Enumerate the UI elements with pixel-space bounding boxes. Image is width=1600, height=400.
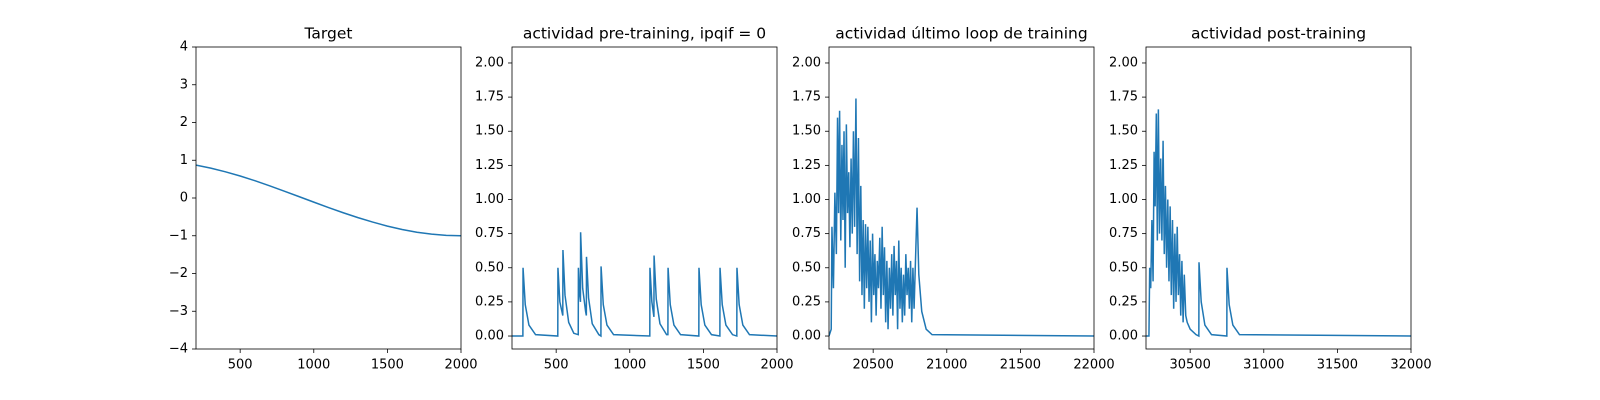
- y-tick-label: −4: [169, 342, 188, 357]
- axes-frame: [828, 46, 1095, 350]
- data-line: [829, 98, 1094, 337]
- data-line: [512, 232, 777, 338]
- x-tick-label: 1500: [371, 358, 404, 373]
- y-tick-label: 0.75: [475, 226, 504, 241]
- axes-frame: [1145, 46, 1412, 350]
- y-tick-label: 1.50: [1109, 124, 1138, 139]
- axes-frame: [195, 46, 462, 350]
- x-tick-label: 1000: [297, 358, 330, 373]
- y-tick-label: 2.00: [475, 55, 504, 70]
- y-tick-label: 1.50: [475, 124, 504, 139]
- y-tick-label: 0.00: [475, 329, 504, 344]
- x-tick-label: 1000: [613, 358, 646, 373]
- subplot-title: actividad último loop de training: [835, 25, 1087, 43]
- axes-frame: [511, 46, 778, 350]
- x-tick-label: 2000: [444, 358, 477, 373]
- y-tick-label: 1.00: [792, 192, 821, 207]
- y-tick-label: 0.00: [1109, 329, 1138, 344]
- y-tick-label: 1.25: [1109, 158, 1138, 173]
- y-tick-label: 0: [180, 191, 188, 206]
- x-tick-label: 500: [544, 358, 569, 373]
- y-tick-label: 1.75: [475, 90, 504, 105]
- y-tick-label: 1.75: [1109, 90, 1138, 105]
- x-tick-label: 30500: [1169, 358, 1210, 373]
- x-tick-label: 500: [228, 358, 253, 373]
- x-tick-label: 1500: [687, 358, 720, 373]
- x-tick-label: 2000: [760, 358, 793, 373]
- y-tick-label: 2.00: [792, 55, 821, 70]
- y-tick-label: 4: [180, 40, 188, 55]
- y-tick-label: 1.50: [792, 124, 821, 139]
- y-tick-label: 0.25: [792, 294, 821, 309]
- subplot-title: actividad pre-training, ipqif = 0: [523, 25, 766, 43]
- x-tick-label: 32000: [1390, 358, 1431, 373]
- y-tick-label: 0.50: [1109, 260, 1138, 275]
- y-tick-label: −2: [169, 266, 188, 281]
- x-tick-label: 22000: [1073, 358, 1114, 373]
- y-tick-label: 1.25: [792, 158, 821, 173]
- x-tick-label: 21000: [926, 358, 967, 373]
- y-tick-label: 0.25: [1109, 294, 1138, 309]
- y-tick-label: 0.75: [1109, 226, 1138, 241]
- y-tick-label: 0.50: [475, 260, 504, 275]
- x-tick-label: 21500: [1000, 358, 1041, 373]
- y-tick-label: 1: [180, 153, 188, 168]
- y-tick-label: 0.50: [792, 260, 821, 275]
- y-tick-label: 0.75: [792, 226, 821, 241]
- y-tick-label: 0.25: [475, 294, 504, 309]
- x-tick-label: 20500: [852, 358, 893, 373]
- y-tick-label: 2.00: [1109, 55, 1138, 70]
- y-tick-label: 1.75: [792, 90, 821, 105]
- data-line: [196, 164, 461, 237]
- y-tick-label: 1.00: [475, 192, 504, 207]
- y-tick-label: 2: [180, 115, 188, 130]
- subplot-title: actividad post-training: [1191, 25, 1366, 43]
- x-tick-label: 31000: [1243, 358, 1284, 373]
- data-line: [1146, 109, 1411, 338]
- y-tick-label: −3: [169, 304, 188, 319]
- y-tick-label: 0.00: [792, 329, 821, 344]
- y-tick-label: 1.25: [475, 158, 504, 173]
- x-tick-label: 31500: [1317, 358, 1358, 373]
- y-tick-label: 1.00: [1109, 192, 1138, 207]
- y-tick-label: 3: [180, 77, 188, 92]
- subplot-title: Target: [304, 25, 353, 43]
- y-tick-label: −1: [169, 228, 188, 243]
